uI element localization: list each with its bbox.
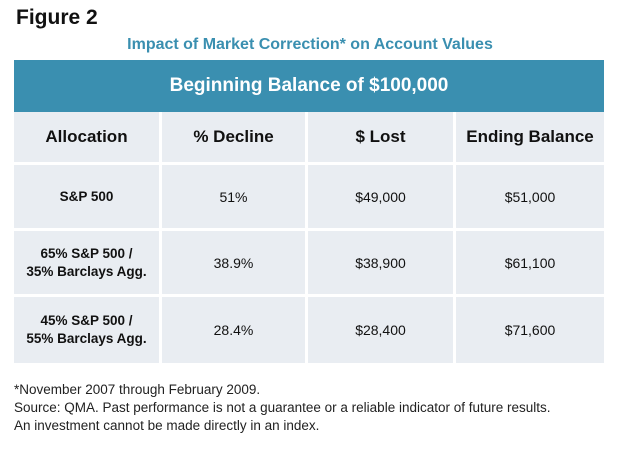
table-row: S&P 500 51% $49,000 $51,000 [14, 165, 604, 231]
lost-cell: $28,400 [308, 297, 456, 363]
footnote-period: *November 2007 through February 2009. [14, 382, 261, 397]
table-banner: Beginning Balance of $100,000 [14, 60, 604, 112]
column-header-decline: % Decline [162, 112, 308, 165]
figure-label: Figure 2 [16, 6, 98, 29]
allocation-line-1: 45% S&P 500 / [40, 313, 133, 328]
header-row: Allocation % Decline $ Lost Ending Balan… [14, 112, 604, 165]
column-header-lost: $ Lost [308, 112, 456, 165]
table-row: 65% S&P 500 / 35% Barclays Agg. 38.9% $3… [14, 231, 604, 297]
column-header-ending-balance: Ending Balance [456, 112, 604, 165]
allocation-line-1: 65% S&P 500 / [40, 245, 133, 261]
lost-cell: $38,900 [308, 231, 456, 297]
footnote-disclaimer: An investment cannot be made directly in… [14, 418, 320, 433]
decline-cell: 38.9% [162, 231, 308, 297]
allocation-cell: 45% S&P 500 / 55% Barclays Agg. [14, 297, 162, 363]
ending-balance-cell: $71,600 [456, 297, 604, 363]
footnote-source: Source: QMA. Past performance is not a g… [14, 400, 551, 415]
lost-cell: $49,000 [308, 165, 456, 231]
allocation-line-2: 55% Barclays Agg. [26, 331, 147, 346]
ending-balance-cell: $51,000 [456, 165, 604, 231]
allocation-cell: 65% S&P 500 / 35% Barclays Agg. [14, 231, 162, 297]
figure-title: Impact of Market Correction* on Account … [127, 36, 493, 53]
data-table-container: Beginning Balance of $100,000 Allocation… [14, 60, 604, 363]
allocation-cell: S&P 500 [14, 165, 162, 231]
allocation-line-2: 35% Barclays Agg. [26, 263, 147, 279]
column-header-allocation: Allocation [14, 112, 162, 165]
footnotes: *November 2007 through February 2009. So… [14, 381, 614, 435]
ending-balance-cell: $61,100 [456, 231, 604, 297]
decline-cell: 51% [162, 165, 308, 231]
allocation-line-1: S&P 500 [59, 188, 114, 204]
table-row: 45% S&P 500 / 55% Barclays Agg. 28.4% $2… [14, 297, 604, 363]
account-values-table: Allocation % Decline $ Lost Ending Balan… [14, 112, 604, 363]
decline-cell: 28.4% [162, 297, 308, 363]
